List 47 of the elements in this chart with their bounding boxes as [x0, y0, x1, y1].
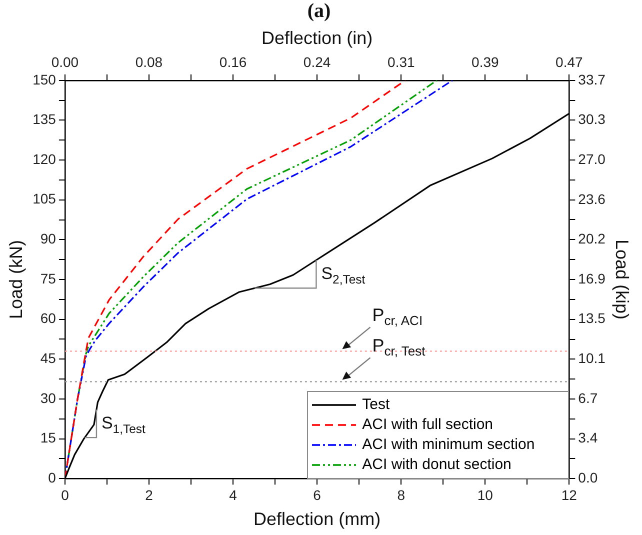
y-tick-label: 75 — [40, 270, 56, 286]
x2-tick-label: 0.08 — [135, 54, 163, 70]
ref-line-label: P$_{cr, Test}$ — [372, 336, 426, 359]
x2-tick-label: 0.24 — [303, 54, 331, 70]
y-tick-label: 90 — [40, 230, 56, 247]
y2-tick-label: 6.7 — [578, 390, 598, 406]
legend-label: ACI with minimum section — [362, 436, 535, 454]
ref-line-label: P$_{cr, ACI}$ — [372, 305, 423, 328]
y-tick-label: 45 — [40, 350, 56, 366]
y2-tick-label: 0.0 — [578, 469, 598, 486]
x-tick-label: 12 — [561, 486, 578, 503]
y-tick-label: 105 — [32, 190, 56, 207]
y2-tick-label: 33.7 — [578, 71, 606, 88]
x-axis-title: Deflection (mm) — [254, 509, 381, 530]
y-tick-label: 150 — [32, 71, 56, 88]
x-tick-label: 8 — [397, 486, 406, 503]
x-tick-label: 0 — [61, 486, 70, 503]
y-tick-label: 60 — [40, 310, 56, 326]
y-tick-label: 15 — [40, 430, 56, 446]
x-tick-label: 10 — [477, 486, 494, 503]
y2-tick-label: 13.5 — [578, 310, 606, 326]
x-tick-label: 6 — [313, 486, 322, 503]
legend-label: ACI with donut section — [362, 456, 512, 474]
y2-tick-label: 23.6 — [578, 190, 606, 207]
x-tick-label: 4 — [229, 486, 238, 503]
y-tick-label: 135 — [32, 111, 56, 128]
legend-label: ACI with full section — [362, 416, 494, 434]
x2-tick-label: 0.31 — [388, 54, 415, 70]
chart-title: (a) — [307, 0, 331, 22]
y-tick-label: 30 — [40, 390, 56, 406]
x2-tick-label: 0.47 — [556, 54, 583, 70]
y2-tick-label: 27.0 — [578, 150, 606, 167]
legend-label: Test — [362, 396, 390, 414]
x2-tick-label: 0.16 — [219, 54, 247, 70]
x2-tick-label: 0.39 — [472, 54, 499, 70]
y2-axis-title: Load (kip) — [612, 239, 632, 320]
y-axis-title: Load (kN) — [6, 240, 26, 320]
x2-axis-title: Deflection (in) — [262, 28, 373, 48]
y2-tick-label: 20.2 — [578, 230, 606, 247]
y2-tick-label: 10.1 — [578, 350, 606, 366]
y2-tick-label: 3.4 — [578, 430, 598, 446]
y-tick-label: 120 — [32, 150, 56, 167]
y2-tick-label: 30.3 — [578, 111, 606, 128]
y-tick-label: 0 — [48, 469, 56, 486]
x2-tick-label: 0.00 — [51, 54, 79, 70]
x-tick-label: 2 — [145, 486, 154, 503]
y2-tick-label: 16.9 — [578, 270, 606, 286]
